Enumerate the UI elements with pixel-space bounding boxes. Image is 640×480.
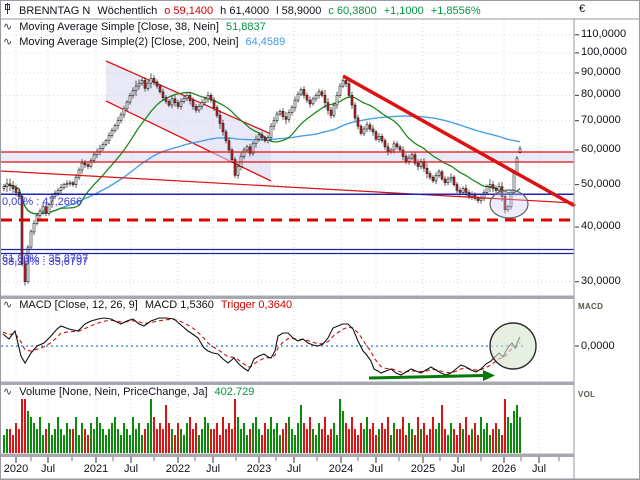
momentum-arrow-head <box>483 370 495 381</box>
volume-bars-group <box>3 399 521 453</box>
macd-cross-circle <box>489 322 537 370</box>
fib-382-label: 38,20% : 35,6797 <box>2 256 89 268</box>
support-zone <box>1 152 574 162</box>
low-value: l 58,9000 <box>276 5 322 17</box>
momentum-arrow <box>368 374 485 380</box>
close-value: c 60,3800 <box>328 5 377 17</box>
macd-label: MACD [Close, 12, 26, 9] <box>19 299 138 311</box>
macd-line <box>2 317 521 376</box>
pin-icon <box>3 3 12 17</box>
macd-trigger-line <box>2 318 521 374</box>
trend-channel <box>106 61 271 181</box>
ma38-legend[interactable]: ∿ Moving Average Simple [Close, 38, Nein… <box>3 21 266 33</box>
high-value: h 61,4000 <box>220 5 270 17</box>
currency-label: € <box>579 3 586 15</box>
wave-icon: ∿ <box>3 36 13 48</box>
macd-legend[interactable]: ∿ MACD [Close, 12, 26, 9] MACD 1,5360 Tr… <box>3 299 292 311</box>
macd-trigger-value: Trigger 0,3640 <box>220 299 293 311</box>
price-macd-splitter[interactable] <box>1 295 574 299</box>
volume-value: 402.729 <box>214 386 255 398</box>
price-low-ellipse <box>489 189 529 219</box>
ma200-legend[interactable]: ∿ Moving Average Simple(2) [Close, 200, … <box>3 36 285 48</box>
long-trendline <box>1 170 575 204</box>
macd-value: MACD 1,5360 <box>144 299 214 311</box>
ma200-label: Moving Average Simple(2) [Close, 200, Ne… <box>19 36 239 48</box>
macd-volume-splitter[interactable] <box>1 381 574 385</box>
timeframe-label: Wöchentlich <box>97 5 158 17</box>
change-absolute: +1,1000 <box>383 5 424 17</box>
fib-0-label: 0,00% : 47,2666 <box>2 196 83 208</box>
macd-zero-label: 0,0000 <box>581 340 615 352</box>
volume-label: Volume [None, Nein, PriceChange, Ja] <box>19 386 208 398</box>
open-value: o 59,1400 <box>164 5 214 17</box>
wave-icon: ∿ <box>3 386 13 398</box>
down-trendline <box>342 74 576 208</box>
fib-618-label: 61,80% : 35,8797 <box>2 253 89 265</box>
candles-group <box>2 73 522 286</box>
wave-icon: ∿ <box>3 299 13 311</box>
instrument-legend[interactable]: BRENNTAG N Wöchentlich o 59,1400 h 61,40… <box>3 3 481 17</box>
volume-axis-splitter[interactable] <box>1 453 574 457</box>
ma200-value: 64,4589 <box>245 36 286 48</box>
volume-legend[interactable]: ∿ Volume [None, Nein, PriceChange, Ja] 4… <box>3 386 254 398</box>
ma38-label: Moving Average Simple [Close, 38, Nein] <box>19 21 219 33</box>
macd-axis-label: MACD <box>578 302 604 311</box>
change-percent: +1,8556% <box>430 5 481 17</box>
volume-axis-label: VOL <box>578 390 596 399</box>
wave-icon: ∿ <box>3 21 13 33</box>
ma38-value: 51,8837 <box>225 21 266 33</box>
instrument-name: BRENNTAG N <box>19 5 91 17</box>
channel-lower-line <box>105 100 272 182</box>
